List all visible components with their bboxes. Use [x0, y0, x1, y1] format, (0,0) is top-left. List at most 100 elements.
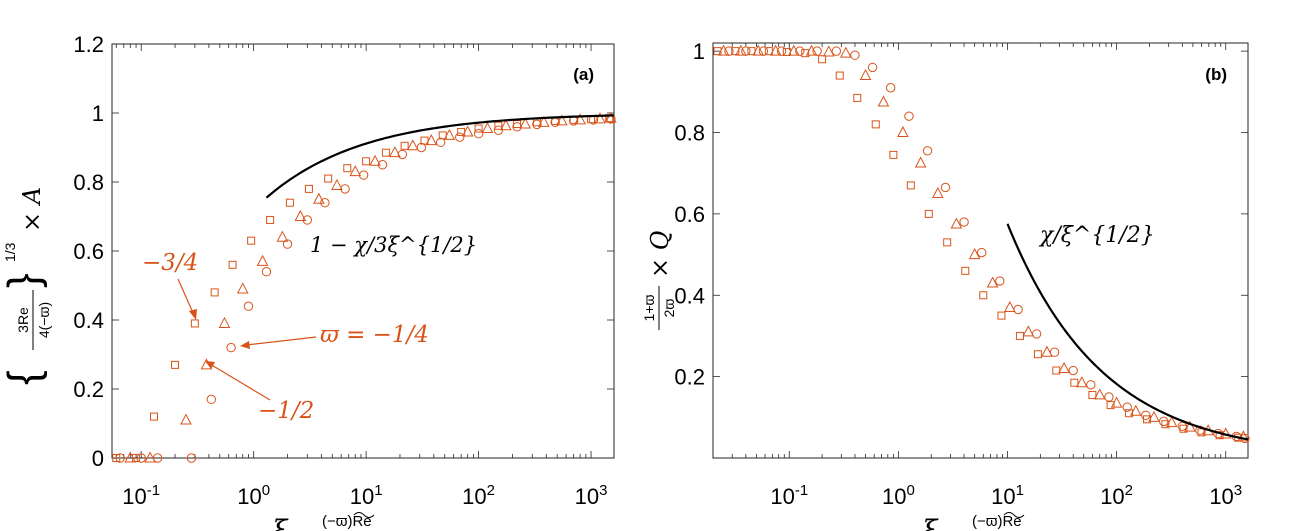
data-point-triangle	[519, 117, 532, 129]
data-point-circle	[741, 46, 751, 56]
data-point-circle	[1122, 402, 1132, 412]
data-point-square	[1179, 424, 1188, 433]
data-point-circle	[940, 182, 951, 193]
data-point-triangle	[1184, 420, 1196, 432]
data-point-square	[853, 93, 862, 102]
data-point-circle	[226, 342, 236, 353]
data-point-circle	[455, 132, 465, 142]
data-point-circle	[1013, 304, 1023, 315]
data-point-circle	[397, 149, 408, 160]
data-point-circle	[377, 160, 388, 170]
data-point-triangle	[950, 217, 963, 229]
panel-a-xlabel-symbol: ξ	[272, 514, 289, 531]
annotation-arrow-minus-three-quarters	[177, 278, 195, 316]
data-point-triangle	[1041, 345, 1053, 357]
data-point-circle	[959, 217, 969, 227]
data-point-circle	[340, 184, 350, 194]
data-point-triangle	[769, 44, 782, 56]
y-tick-label: 0.6	[73, 239, 104, 264]
data-point-circle	[320, 198, 330, 208]
panel-b-series	[713, 44, 1250, 444]
data-point-triangle	[1003, 300, 1016, 312]
panel-a-ylabel-exponent: 1/3	[2, 242, 18, 262]
data-point-triangle	[180, 413, 192, 425]
panel-b-xlabel-fragment: (−ϖ)Re	[972, 513, 1022, 530]
data-point-square	[362, 157, 371, 166]
y-tick-label: 0.4	[73, 308, 104, 333]
data-point-circle	[1141, 410, 1151, 420]
data-point-circle	[136, 453, 146, 463]
y-tick-label: 0.2	[73, 377, 104, 402]
data-point-circle	[995, 276, 1005, 286]
panel-a-ylabel-numerator: 3Re	[15, 307, 31, 333]
data-point-square	[906, 181, 915, 190]
y-tick-label: 1.2	[73, 32, 104, 57]
panel-b-xlabel-tilde	[1003, 512, 1025, 518]
data-point-square	[1033, 350, 1042, 359]
data-point-triangle	[1022, 325, 1035, 337]
data-point-square	[247, 236, 256, 245]
data-point-circle	[867, 62, 878, 73]
data-point-triangle	[968, 247, 981, 260]
panel-b-label: (b)	[1205, 65, 1227, 84]
data-point-triangle	[276, 230, 289, 242]
data-point-triangle	[443, 128, 456, 140]
data-point-circle	[206, 394, 216, 405]
data-point-square	[943, 238, 952, 247]
data-point-square	[1106, 401, 1115, 410]
data-point-circle	[758, 46, 769, 56]
data-point-square	[150, 412, 159, 421]
data-point-triangle	[481, 121, 494, 134]
panel-a-ylabel-tail: × A	[18, 187, 46, 232]
data-point-circle	[416, 142, 427, 153]
data-point-circle	[885, 83, 896, 93]
data-point-square	[381, 148, 390, 157]
x-tick-label: 10-1	[770, 482, 808, 509]
data-point-square	[1125, 409, 1134, 418]
data-point-triangle	[1148, 410, 1160, 422]
data-point-square	[1088, 390, 1097, 399]
panel-a-xlabel-fragment: (−ϖ)Re	[322, 513, 372, 530]
data-point-square	[1070, 378, 1079, 387]
data-point-circle	[1068, 365, 1078, 376]
data-point-triangle	[805, 44, 818, 56]
data-point-triangle	[605, 111, 617, 123]
data-point-circle	[976, 247, 987, 258]
data-point-triangle	[859, 68, 872, 81]
x-tick-label: 101	[350, 482, 383, 509]
data-point-circle	[850, 50, 860, 60]
panel-a-ylabel: { 3Re 4(−ϖ) } 1/3 × A	[0, 187, 52, 385]
data-point-triangle	[877, 95, 890, 107]
data-point-triangle	[1129, 404, 1142, 416]
data-point-square	[228, 260, 237, 269]
data-point-triangle	[124, 451, 137, 463]
panel-b-ylabel-denominator: 2ϖ	[661, 299, 677, 318]
x-tick-label: 100	[237, 482, 270, 509]
data-point-square	[474, 124, 483, 133]
arrowhead-minus-half	[205, 361, 215, 369]
data-point-circle	[302, 215, 313, 225]
data-point-square	[924, 209, 933, 218]
data-point-square	[871, 120, 880, 129]
x-tick-label: 10-1	[122, 482, 160, 509]
panel-a-xlabel-tilde	[353, 512, 375, 518]
panel-b-ylabel-tail: × Q	[646, 231, 674, 278]
data-point-circle	[812, 46, 822, 56]
data-point-triangle	[840, 46, 852, 58]
data-point-triangle	[236, 282, 249, 294]
panel-b-fit-curve	[1006, 223, 1249, 441]
data-point-circle	[1158, 416, 1169, 427]
data-point-square	[889, 150, 898, 159]
data-point-square	[171, 360, 180, 369]
data-point-triangle	[331, 178, 343, 190]
data-point-triangle	[369, 154, 381, 166]
annotation-varpi-minus-quarter: ϖ = −1/4	[320, 322, 429, 348]
data-point-square	[400, 141, 409, 150]
data-point-triangle	[1093, 388, 1106, 400]
panel-a-fit-curve	[265, 114, 615, 199]
data-point-triangle	[313, 192, 325, 204]
data-point-circle	[776, 46, 787, 56]
annotation-arrow-minus-half	[209, 363, 271, 401]
panel-b-ylabel: 1+ϖ 2ϖ × Q	[641, 231, 677, 330]
panel-b-plot-frame	[712, 42, 1249, 459]
